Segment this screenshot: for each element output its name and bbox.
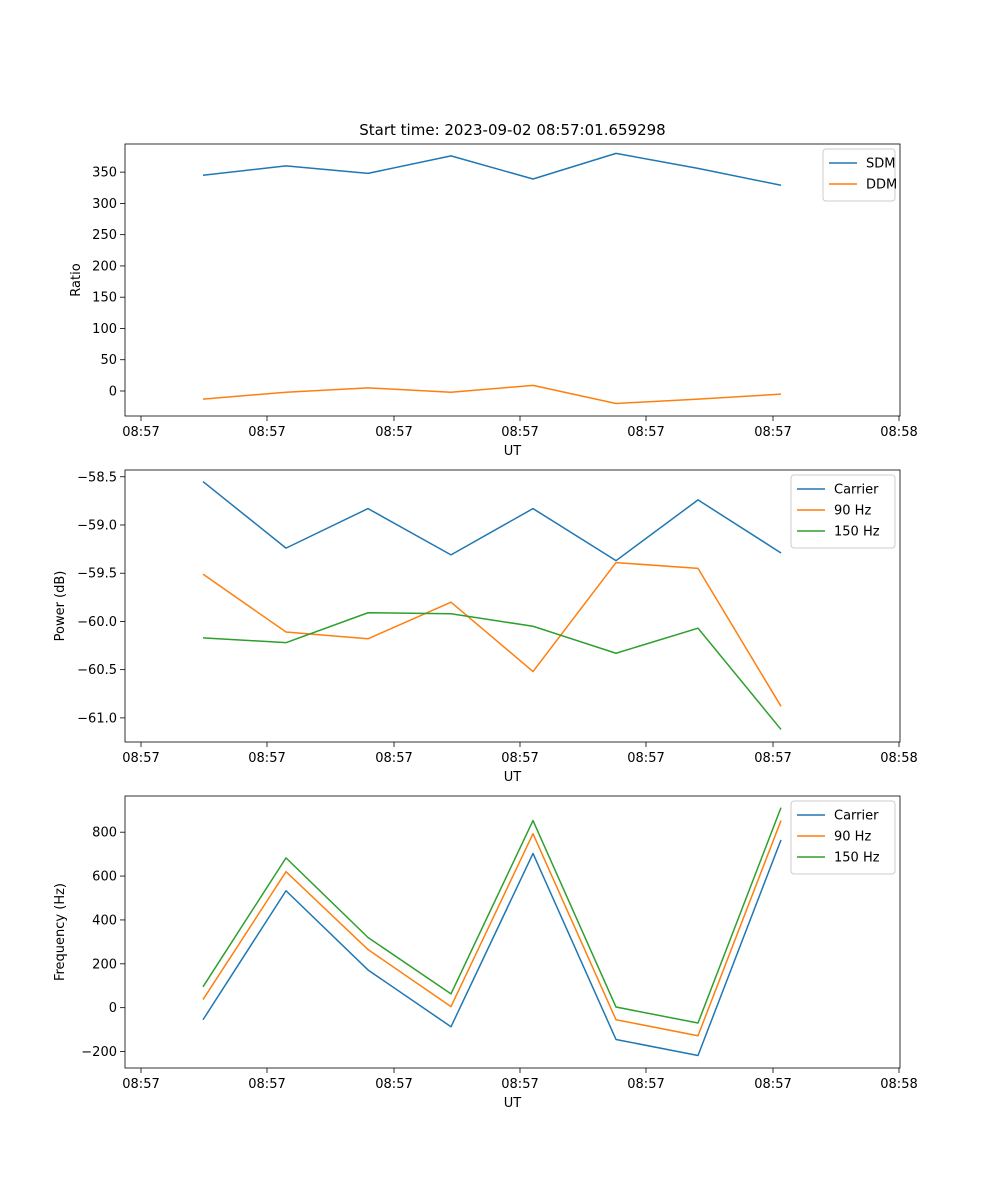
y-tick-label: 200 [92,957,117,972]
x-tick-label: 08:57 [248,425,285,440]
x-axis-label: UT [504,1096,522,1111]
legend-box [822,148,896,202]
y-tick-label: −59.0 [77,518,117,533]
series-line-150-hz [202,612,782,730]
x-tick-label: 08:57 [627,1077,664,1092]
legend-label: Carrier [834,483,879,498]
y-tick-label: 350 [92,166,117,181]
series-line-carrier [202,839,782,1057]
legend-label: 90 Hz [834,830,871,845]
y-tick-label: 150 [92,291,117,306]
y-axis-label: Power (dB) [53,571,68,642]
series-line-90-hz [202,561,782,707]
y-tick-label: 50 [100,353,117,368]
y-tick-label: 250 [92,228,117,243]
y-tick-label: 400 [92,913,117,928]
x-tick-label: 08:57 [627,425,664,440]
x-tick-label: 08:57 [122,425,159,440]
legend-label: 150 Hz [834,851,880,866]
y-axis-label: Frequency (Hz) [53,883,68,981]
x-tick-label: 08:57 [627,751,664,766]
x-tick-label: 08:57 [501,1077,538,1092]
x-tick-label: 08:57 [501,751,538,766]
series-line-ddm [202,384,782,405]
y-tick-label: −60.5 [77,663,117,678]
series-line-carrier [202,480,782,562]
y-tick-label: −58.5 [77,470,117,485]
chart-panel-3: 08:57 08:57 08:57 08:57 08:57 08:57 08:58 −200 0… [53,795,918,1111]
y-tick-label: −60.0 [77,615,117,630]
x-tick-label: 08:58 [880,751,917,766]
x-tick-label: 08:57 [754,425,791,440]
legend: Carrier 90 Hz 150 Hz [790,800,896,875]
y-tick-label: −200 [81,1045,117,1060]
chart-panel-2: 08:57 08:57 08:57 08:57 08:57 08:57 08:58 −61.0… [53,469,918,785]
x-tick-label: 08:57 [501,425,538,440]
figure-title: Start time: 2023-09-02 08:57:01.659298 [359,121,665,139]
x-tick-label: 08:58 [880,425,917,440]
y-axis-label: Ratio [69,263,84,296]
x-tick-label: 08:57 [375,1077,412,1092]
y-tick-label: −61.0 [77,711,117,726]
legend-box [790,474,896,549]
legend-label: DDM [866,178,897,193]
x-tick-label: 08:57 [375,425,412,440]
series-line-150-hz [202,807,782,1024]
legend-label: 90 Hz [834,504,871,519]
y-tick-label: −59.5 [77,567,117,582]
x-tick-label: 08:57 [248,1077,285,1092]
legend-box [790,800,896,875]
x-tick-label: 08:57 [754,751,791,766]
legend: SDM DDM [822,148,897,202]
y-tick-label: 800 [92,826,117,841]
legend: Carrier 90 Hz 150 Hz [790,474,896,549]
x-tick-label: 08:57 [248,751,285,766]
chart-panel-1: 08:57 08:57 08:57 08:57 08:57 08:57 08:58 0 50 10… [69,143,918,459]
series-line-90-hz [202,820,782,1037]
x-axis-label: UT [504,770,522,785]
y-tick-label: 100 [92,322,117,337]
plot-frame [124,469,901,743]
plot-frame [124,143,901,417]
x-tick-label: 08:57 [754,1077,791,1092]
x-axis-label: UT [504,444,522,459]
x-tick-label: 08:58 [880,1077,917,1092]
legend-label: Carrier [834,809,879,824]
series-line-sdm [202,152,782,187]
x-tick-label: 08:57 [122,751,159,766]
y-tick-label: 600 [92,870,117,885]
legend-label: SDM [866,157,895,172]
y-tick-label: 300 [92,197,117,212]
y-tick-label: 0 [109,384,117,399]
legend-label: 150 Hz [834,525,880,540]
y-tick-label: 200 [92,259,117,274]
plot-frame [124,795,901,1069]
x-tick-label: 08:57 [122,1077,159,1092]
x-tick-label: 08:57 [375,751,412,766]
y-tick-label: 0 [109,1001,117,1016]
